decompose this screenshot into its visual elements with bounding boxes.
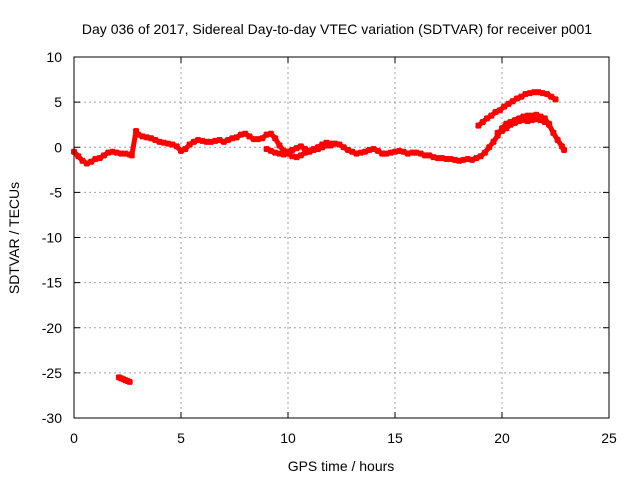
y-tick-label: -20 [42, 320, 62, 336]
series-main [70, 111, 568, 167]
x-tick-label: 15 [387, 430, 403, 446]
x-tick-label: 5 [177, 430, 185, 446]
y-tick-label: 5 [54, 94, 62, 110]
x-tick-label: 10 [280, 430, 296, 446]
x-axis-label: GPS time / hours [288, 458, 395, 474]
y-tick-label: -30 [42, 410, 62, 426]
y-tick-label: -5 [50, 184, 63, 200]
y-tick-label: -25 [42, 365, 62, 381]
series-trace-outlier [116, 374, 133, 385]
y-axis-label: SDTVAR / TECUs [6, 182, 22, 294]
chart-title: Day 036 of 2017, Sidereal Day-to-day VTE… [82, 21, 592, 37]
series-upper-branch [475, 88, 559, 129]
x-tick-label: 25 [601, 430, 617, 446]
series-trace-upper-branch [475, 89, 558, 129]
tick-labels: 0 5 10 15 20 25 -30 -25 -20 -15 -10 -5 0 5 10 [42, 49, 617, 446]
x-tick-label: 0 [70, 430, 78, 446]
y-tick-label: 0 [54, 139, 62, 155]
series-outlier [115, 374, 133, 386]
series-trace-main [71, 112, 567, 166]
data-points [70, 88, 568, 386]
plot-frame [73, 56, 610, 419]
x-tick-label: 20 [494, 430, 510, 446]
y-tick-label: -10 [42, 230, 62, 246]
series-trace-lower-branch [495, 116, 552, 136]
series-trace-second-mid-track [264, 140, 334, 157]
y-tick-label: -15 [42, 275, 62, 291]
y-tick-label: 10 [46, 49, 62, 65]
grid [74, 57, 609, 418]
series-second-mid-track [263, 139, 335, 158]
series-lower-branch [494, 115, 553, 137]
